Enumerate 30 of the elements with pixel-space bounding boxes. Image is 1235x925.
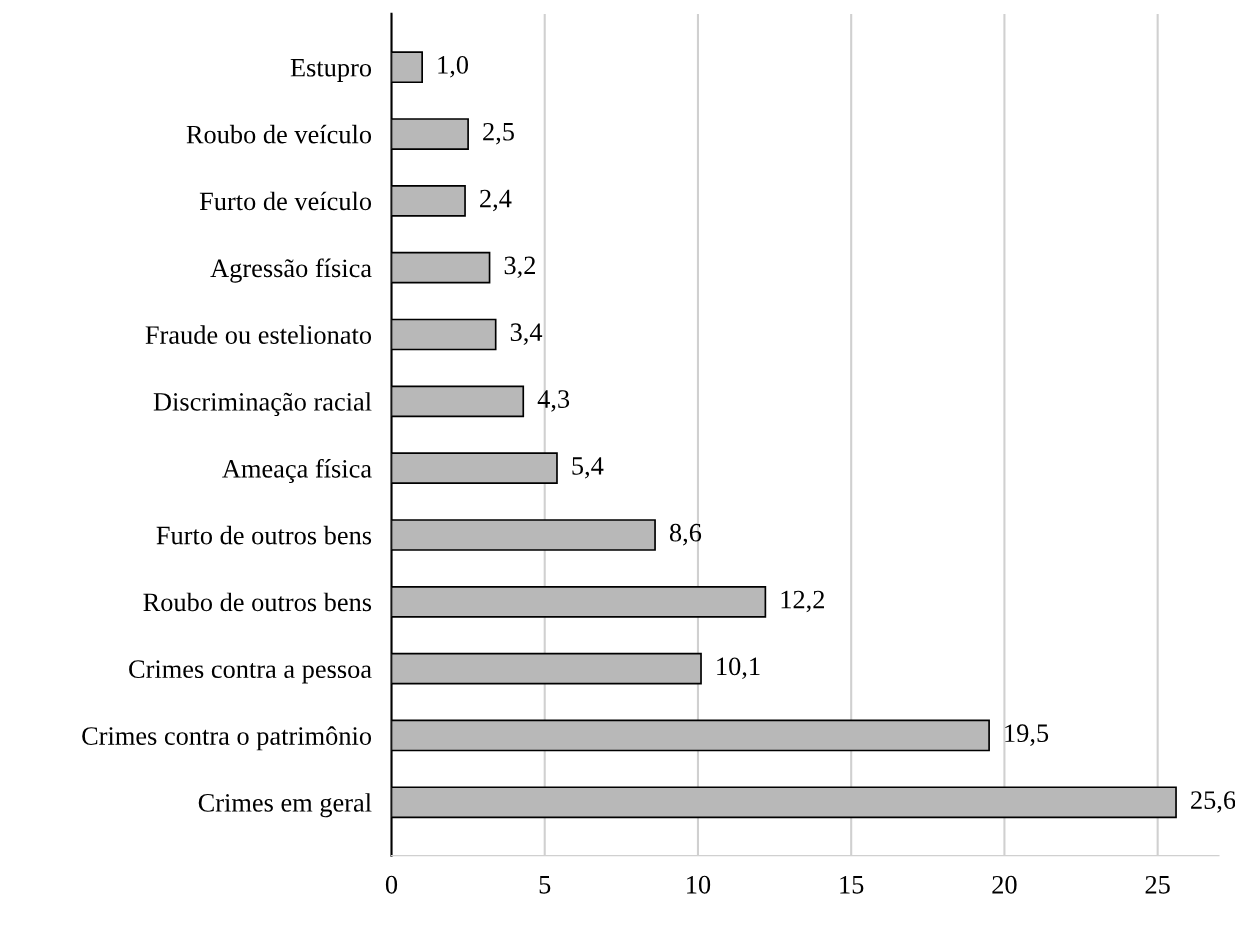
y-tick-label: Estupro bbox=[290, 59, 372, 82]
data-label: 25,6 bbox=[1191, 791, 1235, 813]
y-tick-label: Ameaça física bbox=[222, 458, 372, 484]
y-tick-label: Agressão física bbox=[210, 258, 372, 283]
y-tick-label: Fraude ou estelionato bbox=[145, 325, 372, 344]
x-tick-label: 0 bbox=[385, 875, 398, 894]
data-label: 8,6 bbox=[669, 523, 702, 546]
y-tick-label: Crimes contra o patrimônio bbox=[82, 726, 372, 751]
data-label: 5,4 bbox=[572, 457, 604, 479]
data-label: 19,5 bbox=[1005, 724, 1049, 746]
y-tick-label: Crimes em geral bbox=[198, 793, 372, 818]
data-label: 1,0 bbox=[438, 55, 469, 78]
x-tick-label: 25 bbox=[1145, 875, 1170, 894]
y-tick-label: Furto de outros bens bbox=[156, 525, 372, 545]
x-tick-label: 5 bbox=[539, 876, 551, 894]
x-tick-label: 15 bbox=[840, 875, 864, 894]
y-tick-label: Discriminação racial bbox=[153, 392, 372, 417]
y-tick-label: Roubo de outros bens bbox=[143, 592, 372, 612]
data-label: 10,1 bbox=[717, 657, 760, 680]
x-tick-label: 20 bbox=[992, 875, 1017, 894]
data-label: 3,2 bbox=[504, 256, 535, 279]
data-label: 2,4 bbox=[480, 189, 512, 212]
y-tick-label: Roubo de veículo bbox=[186, 124, 372, 144]
x-tick-label: 10 bbox=[687, 875, 711, 894]
y-tick-label: Crimes contra a pessoa bbox=[129, 660, 372, 684]
y-tick-label: Furto de veículo bbox=[199, 191, 372, 211]
data-label: 12,2 bbox=[781, 590, 824, 613]
data-label: 2,5 bbox=[483, 122, 514, 145]
data-label: 3,4 bbox=[510, 323, 543, 345]
data-label: 4,3 bbox=[537, 390, 570, 412]
